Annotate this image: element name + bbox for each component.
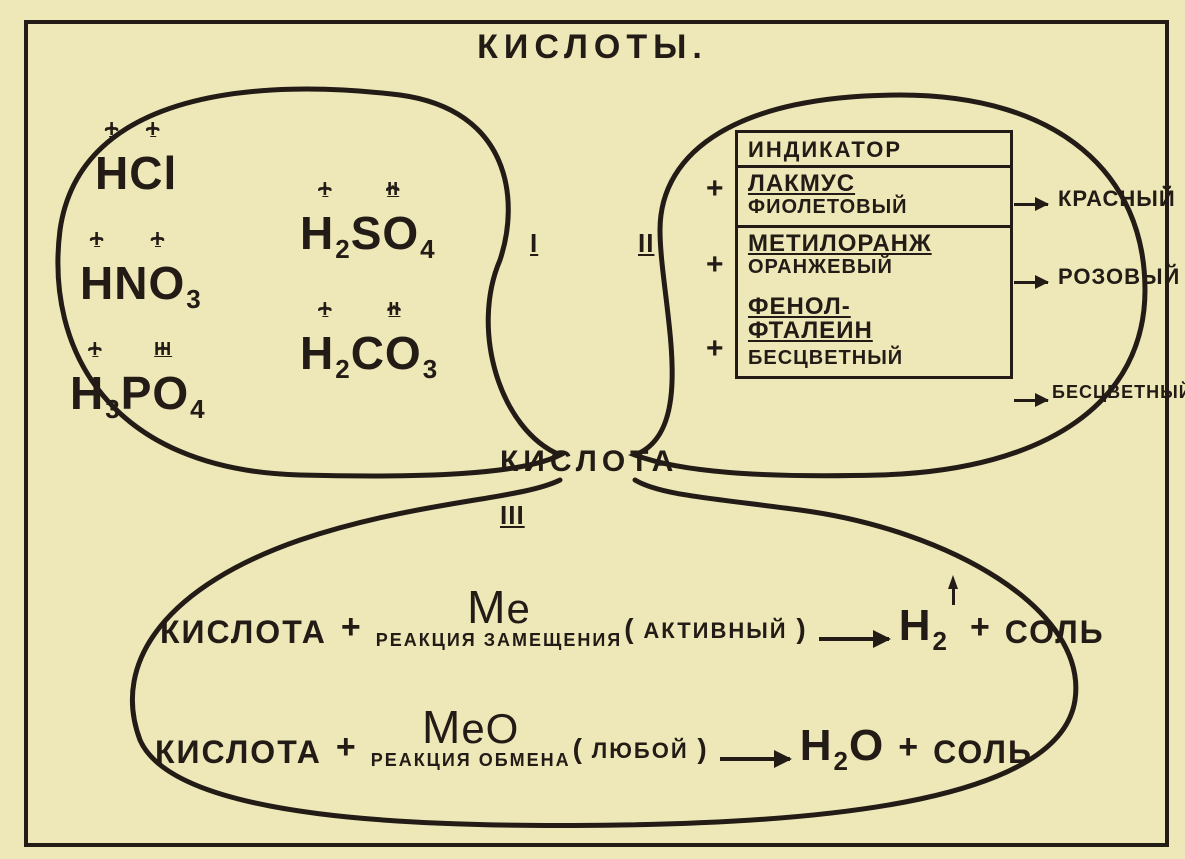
element-symbol: H <box>300 330 334 376</box>
indicator-row: ЛАКМУС ФИОЛЕТОВЫЙ <box>738 168 1010 228</box>
indicator-name: МЕТИЛОРАНЖ <box>748 230 1000 258</box>
indicator-header: ИНДИКАТОР <box>738 133 1010 168</box>
reaction-2: КИСЛОТА + MeO РЕАКЦИЯ ОБМЕНА ( ЛЮБОЙ ) H… <box>155 700 1033 771</box>
element-symbol: SO <box>351 210 419 256</box>
formula-hcl: I⏞HI⏞Cl <box>95 120 177 196</box>
brace-icon: ⏞ <box>318 194 332 208</box>
section-numeral-2: II <box>638 228 654 259</box>
rxn1-left: КИСЛОТА <box>160 614 327 651</box>
element-symbol: H <box>80 260 114 306</box>
plus-icon: + <box>336 728 357 767</box>
indicator-result: БЕСЦВЕТНЫЙ <box>1052 382 1185 403</box>
rxn2-qual: ( ЛЮБОЙ ) <box>573 733 708 765</box>
brace-icon: ⏞ <box>318 314 332 328</box>
element-symbol: H <box>95 150 129 196</box>
subscript: 3 <box>186 286 201 312</box>
subscript: 4 <box>420 236 435 262</box>
section-numeral-1: I <box>530 228 538 259</box>
subscript: 4 <box>190 396 205 422</box>
reaction-1: КИСЛОТА + Me РЕАКЦИЯ ЗАМЕЩЕНИЯ ( АКТИВНЫ… <box>160 580 1105 651</box>
formula-h2so4: I⏞H2II⏞SO4 <box>300 180 436 256</box>
rxn1-note: РЕАКЦИЯ ЗАМЕЩЕНИЯ <box>376 630 623 651</box>
indicator-name: ФЕНОЛ- ФТАЛЕИН <box>748 295 1000 343</box>
plus-icon: + <box>898 728 919 767</box>
brace-icon: ⏞ <box>105 134 119 148</box>
arrow-icon <box>819 637 889 641</box>
formula-h3po4: I⏞H3III⏞PO4 <box>70 340 206 416</box>
element-symbol: PO <box>121 370 189 416</box>
indicator-state: БЕСЦВЕТНЫЙ <box>748 347 1000 370</box>
indicator-box: ИНДИКАТОР ЛАКМУС ФИОЛЕТОВЫЙ МЕТИЛОРАНЖ О… <box>735 130 1013 379</box>
brace-icon: ⏞ <box>151 244 165 258</box>
indicator-name: ЛАКМУС <box>748 170 1000 198</box>
rxn1-prod2: СОЛЬ <box>1005 614 1105 651</box>
brace-icon: ⏞ <box>386 194 400 208</box>
element-symbol: H <box>70 370 104 416</box>
plus-icon: + <box>706 172 725 206</box>
rxn1-prod1: H2 <box>899 601 948 651</box>
arrow-icon <box>1014 274 1048 292</box>
rxn1-metal: Me РЕАКЦИЯ ЗАМЕЩЕНИЯ <box>376 580 623 651</box>
indicator-result: КРАСНЫЙ <box>1058 186 1176 212</box>
element-symbol: CO <box>351 330 422 376</box>
rxn1-qual: ( АКТИВНЫЙ ) <box>624 613 806 645</box>
formula-h2co3: I⏞H2II⏞CO3 <box>300 300 438 376</box>
arrow-icon <box>1014 196 1048 214</box>
subscript: 2 <box>335 356 350 382</box>
brace-icon: ⏞ <box>156 354 170 368</box>
center-label: КИСЛОТА <box>500 445 678 479</box>
indicator-state: ОРАНЖЕВЫЙ <box>748 256 1000 279</box>
arrow-icon <box>1014 392 1048 410</box>
section-numeral-3: III <box>500 500 525 531</box>
indicator-state: ФИОЛЕТОВЫЙ <box>748 196 1000 219</box>
rxn2-prod1: H2O <box>800 721 884 771</box>
plus-icon: + <box>706 332 725 366</box>
element-symbol: H <box>300 210 334 256</box>
plus-icon: + <box>341 608 362 647</box>
brace-icon: ⏞ <box>146 134 160 148</box>
indicator-row: МЕТИЛОРАНЖ ОРАНЖЕВЫЙ <box>738 228 1010 285</box>
element-symbol: Cl <box>129 150 177 196</box>
rxn2-prod2: СОЛЬ <box>933 734 1033 771</box>
indicator-row: ФЕНОЛ- ФТАЛЕИН БЕСЦВЕТНЫЙ <box>738 285 1010 376</box>
indicator-result: РОЗОВЫЙ <box>1058 264 1180 290</box>
brace-icon: ⏞ <box>90 244 104 258</box>
brace-icon: ⏞ <box>88 354 102 368</box>
subscript: 3 <box>423 356 438 382</box>
rxn2-left: КИСЛОТА <box>155 734 322 771</box>
rxn2-note: РЕАКЦИЯ ОБМЕНА <box>371 750 571 771</box>
element-symbol: NO <box>114 260 185 306</box>
subscript: 2 <box>335 236 350 262</box>
arrow-icon <box>720 757 790 761</box>
formula-hno3: I⏞HI⏞NO3 <box>80 230 202 306</box>
plus-icon: + <box>970 608 991 647</box>
rxn2-metal: MeO РЕАКЦИЯ ОБМЕНА <box>371 700 571 771</box>
plus-icon: + <box>706 248 725 282</box>
subscript: 3 <box>105 396 120 422</box>
brace-icon: ⏞ <box>387 314 401 328</box>
